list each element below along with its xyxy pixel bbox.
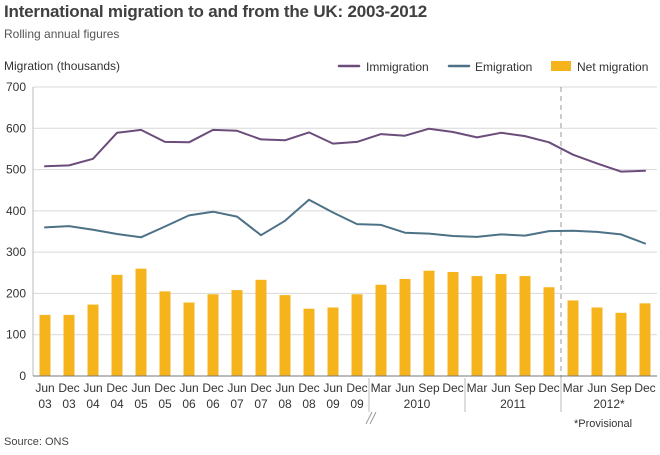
net-migration-bar (471, 276, 483, 376)
net-migration-bar (567, 300, 579, 376)
x-tick-label: Dec (346, 381, 367, 395)
y-tick-label: 200 (6, 286, 26, 300)
x-tick-label: Dec (298, 381, 319, 395)
x-tick-year: 06 (206, 397, 220, 411)
net-migration-bar (639, 303, 651, 376)
source-note: Source: ONS (4, 436, 69, 448)
x-tick-year: 03 (62, 397, 76, 411)
net-migration-bar (207, 294, 219, 376)
year-group-label: 2010 (404, 397, 431, 411)
x-tick-label: Sep (610, 381, 632, 395)
x-tick-label: Dec (250, 381, 271, 395)
x-tick-year: 07 (230, 397, 244, 411)
x-tick-label: Jun (227, 381, 246, 395)
y-tick-label: 500 (6, 163, 26, 177)
y-axis-label: Migration (thousands) (4, 59, 120, 73)
x-tick-year: 09 (350, 397, 364, 411)
immigration-line (44, 127, 646, 173)
x-tick-label: Dec (106, 381, 127, 395)
net-migration-bar (495, 274, 507, 376)
x-tick-label: Jun (323, 381, 342, 395)
x-tick-label: Mar (563, 381, 584, 395)
net-migration-bar (615, 312, 627, 376)
provisional-note: *Provisional (574, 418, 632, 430)
emigration-line (44, 198, 646, 245)
x-tick-year: 04 (110, 397, 124, 411)
y-tick-label: 0 (19, 369, 26, 383)
net-migration-bar (87, 304, 99, 376)
legend-immigration-label: Immigration (366, 60, 429, 74)
x-tick-label: Jun (491, 381, 510, 395)
chart-title: International migration to and from the … (4, 2, 427, 21)
x-tick-label: Sep (418, 381, 440, 395)
x-tick-label: Jun (275, 381, 294, 395)
net-migration-bar (543, 287, 555, 376)
net-migration-bar (231, 290, 243, 376)
x-tick-label: Mar (467, 381, 488, 395)
x-tick-label: Jun (179, 381, 198, 395)
y-tick-label: 700 (6, 80, 26, 94)
x-tick-label: Dec (154, 381, 175, 395)
x-tick-label: Jun (131, 381, 150, 395)
x-tick-label: Mar (371, 381, 392, 395)
y-tick-label: 400 (6, 204, 26, 218)
net-migration-bar (351, 294, 363, 376)
legend-net-swatch (551, 61, 571, 71)
net-migration-bar (159, 291, 171, 376)
x-tick-label: Dec (538, 381, 559, 395)
axis-break-mark (369, 411, 377, 425)
x-tick-year: 09 (326, 397, 340, 411)
x-tick-label: Dec (634, 381, 655, 395)
net-migration-bar (327, 307, 339, 376)
x-tick-year: 03 (38, 397, 52, 411)
x-tick-label: Jun (35, 381, 54, 395)
axis-break-mark (365, 411, 373, 425)
x-tick-label: Sep (514, 381, 536, 395)
net-migration-bar (39, 314, 51, 376)
x-tick-year: 05 (158, 397, 172, 411)
x-tick-year: 04 (86, 397, 100, 411)
x-tick-label: Jun (395, 381, 414, 395)
net-migration-bar (399, 278, 411, 376)
x-tick-year: 05 (134, 397, 148, 411)
y-tick-label: 100 (6, 328, 26, 342)
net-migration-bar (111, 274, 123, 376)
legend-emigration-label: Emigration (475, 60, 532, 74)
x-tick-year: 08 (302, 397, 316, 411)
net-migration-bar (591, 307, 603, 376)
y-tick-label: 600 (6, 121, 26, 135)
x-tick-year: 07 (254, 397, 268, 411)
net-migration-bar (423, 270, 435, 376)
x-tick-label: Jun (83, 381, 102, 395)
x-tick-year: 06 (182, 397, 196, 411)
net-migration-bar (63, 314, 75, 376)
net-migration-bar (519, 276, 531, 376)
x-tick-year: 08 (278, 397, 292, 411)
year-group-label: 2012* (593, 397, 625, 411)
net-migration-bar (279, 295, 291, 376)
net-migration-bar (255, 279, 267, 376)
x-tick-label: Dec (202, 381, 223, 395)
net-migration-bar (375, 284, 387, 376)
legend-net-label: Net migration (577, 60, 648, 74)
legend: Immigration Emigration Net migration (337, 60, 648, 74)
x-tick-label: Dec (58, 381, 79, 395)
year-group-label: 2011 (500, 397, 526, 411)
net-migration-bar (303, 308, 315, 376)
x-tick-label: Dec (442, 381, 463, 395)
y-tick-label: 300 (6, 245, 26, 259)
net-migration-bar (135, 268, 147, 376)
net-migration-bar (183, 302, 195, 376)
chart-subtitle: Rolling annual figures (4, 27, 120, 41)
net-migration-bar (447, 271, 459, 376)
x-tick-label: Jun (587, 381, 606, 395)
